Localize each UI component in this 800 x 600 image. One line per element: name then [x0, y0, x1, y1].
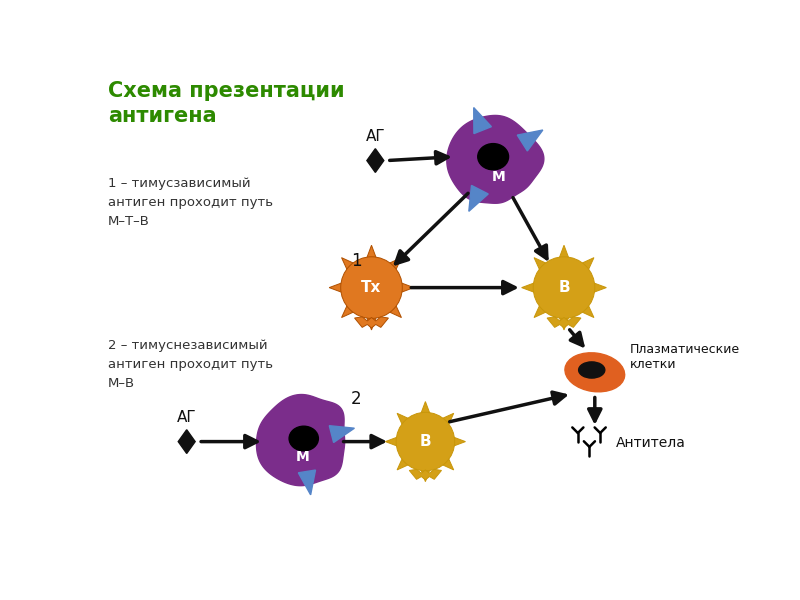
Polygon shape [547, 317, 581, 328]
Text: Тх: Тх [362, 280, 382, 295]
Polygon shape [398, 281, 414, 293]
Polygon shape [354, 317, 389, 328]
Polygon shape [439, 455, 454, 470]
Polygon shape [522, 281, 538, 293]
Polygon shape [366, 245, 378, 261]
Circle shape [534, 257, 594, 319]
Text: Антитела: Антитела [616, 436, 686, 450]
Polygon shape [257, 395, 345, 485]
Ellipse shape [478, 143, 509, 170]
Polygon shape [450, 436, 466, 447]
Polygon shape [367, 149, 384, 172]
Polygon shape [386, 436, 400, 447]
Text: В: В [419, 434, 431, 449]
Text: М: М [492, 170, 506, 184]
Text: 1: 1 [350, 251, 362, 269]
Polygon shape [397, 455, 412, 470]
Text: В: В [558, 280, 570, 295]
Polygon shape [534, 302, 550, 317]
Ellipse shape [565, 353, 625, 392]
Polygon shape [329, 281, 345, 293]
Text: 1 – тимусзависимый
антиген проходит путь
М–Т–В: 1 – тимусзависимый антиген проходит путь… [108, 178, 273, 229]
Polygon shape [420, 467, 431, 482]
Polygon shape [590, 281, 606, 293]
Polygon shape [534, 257, 550, 273]
Text: 2 – тимуснезависимый
антиген проходит путь
М–В: 2 – тимуснезависимый антиген проходит пу… [108, 339, 273, 390]
Polygon shape [386, 302, 402, 317]
Text: АГ: АГ [366, 128, 385, 143]
Polygon shape [469, 185, 488, 211]
Polygon shape [447, 115, 544, 203]
Polygon shape [578, 257, 594, 273]
Text: 2: 2 [350, 390, 362, 408]
Polygon shape [420, 401, 431, 416]
Polygon shape [386, 257, 402, 273]
Polygon shape [474, 107, 491, 134]
Polygon shape [397, 413, 412, 428]
Polygon shape [342, 257, 357, 273]
Text: М: М [295, 450, 309, 464]
Polygon shape [558, 314, 570, 330]
Polygon shape [439, 413, 454, 428]
Ellipse shape [578, 362, 605, 378]
Text: АГ: АГ [177, 410, 197, 425]
Polygon shape [366, 314, 378, 330]
Text: Схема презентации
антигена: Схема презентации антигена [108, 81, 345, 126]
Polygon shape [518, 130, 543, 151]
Circle shape [396, 412, 454, 471]
Ellipse shape [289, 426, 318, 451]
Polygon shape [342, 302, 357, 317]
Polygon shape [178, 430, 195, 454]
Text: Плазматические
клетки: Плазматические клетки [630, 343, 739, 371]
Polygon shape [578, 302, 594, 317]
Polygon shape [410, 469, 442, 480]
Polygon shape [298, 470, 315, 495]
Polygon shape [558, 245, 570, 261]
Polygon shape [330, 425, 354, 443]
Circle shape [341, 257, 402, 319]
